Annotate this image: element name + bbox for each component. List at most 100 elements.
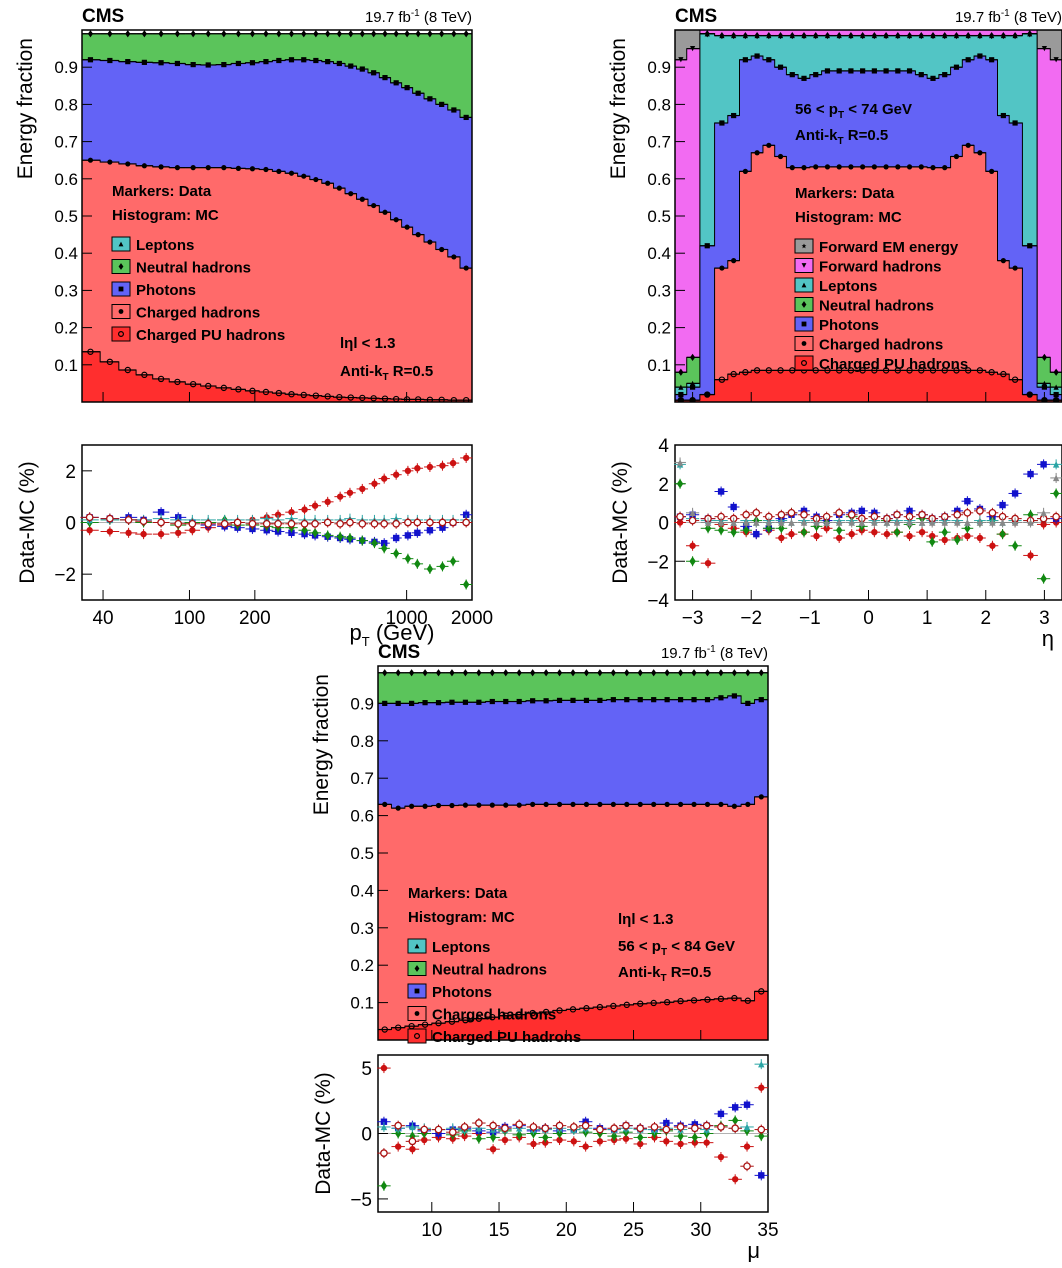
point-charged-hadrons: [427, 239, 433, 245]
point-photons-dot: [758, 697, 764, 703]
ratio-point-neutral-hadrons: [954, 535, 961, 545]
point-charged-pu-hadrons: [421, 1021, 429, 1028]
point-charged-hadrons-dot: [824, 164, 831, 170]
legend-item: Neutral hadrons: [111, 259, 251, 277]
ratio-point-forward-em-energy: [813, 519, 820, 526]
legend-item: Charged PU hadrons: [794, 355, 968, 373]
point-forward-hadrons: [1041, 46, 1048, 52]
legend-marker-dot: [118, 263, 124, 270]
ratio-point-photons: [380, 539, 388, 547]
ratio-point-charged-hadrons: [189, 527, 196, 534]
point-charged-hadrons: [382, 801, 388, 807]
ratio-point-charged-hadrons: [421, 1136, 428, 1144]
point-neutral-hadrons: [570, 669, 576, 677]
point-charged-hadrons-dot: [427, 239, 433, 245]
point-charged-hadrons-dot: [371, 202, 377, 209]
point-photons: [691, 697, 697, 703]
point-photons: [190, 61, 196, 68]
ratio-point-charged-pu-hadrons: [800, 510, 808, 519]
point-charged-hadrons: [325, 180, 331, 186]
ratio-point-charged-pu-hadrons: [757, 1125, 766, 1134]
ratio-point-charged-pu-hadrons: [489, 1121, 497, 1130]
ratio-point-charged-hadrons: [404, 467, 412, 475]
point-charged-hadrons: [1012, 265, 1018, 271]
point-photons-dot: [848, 68, 854, 74]
point-leptons-dot: [1053, 384, 1059, 390]
ratio-point-neutral-hadrons: [835, 525, 843, 535]
point-charged-pu-hadrons-dot: [421, 1021, 429, 1028]
point-neutral-hadrons: [860, 31, 866, 40]
point-charged-hadrons: [462, 802, 469, 808]
point-photons: [205, 62, 211, 68]
point-neutral-hadrons-dot: [301, 30, 307, 38]
point-photons-dot: [860, 68, 866, 74]
point-neutral-hadrons-dot: [704, 669, 711, 677]
point-charged-pu-hadrons: [87, 348, 94, 355]
ratio-point-neutral-hadrons: [610, 1131, 618, 1141]
point-photons: [624, 697, 630, 703]
point-charged-pu-hadrons-dot: [370, 395, 377, 402]
point-charged-hadrons: [1027, 391, 1033, 398]
point-charged-pu-hadrons-dot: [859, 367, 866, 374]
point-charged-pu-hadrons: [753, 367, 761, 374]
point-charged-pu-hadrons-dot: [704, 996, 711, 1003]
ratio-point-charged-pu-hadrons: [174, 519, 183, 528]
point-neutral-hadrons-dot: [597, 669, 603, 677]
point-photons-dot: [883, 68, 889, 74]
point-neutral-hadrons-dot: [977, 31, 983, 40]
chart-eta: 0.1 0.2 0.3 0.4 0.5 0.6 0.7 0.8 0.9 Energy fracti…: [607, 6, 1062, 651]
ratio-point-charged-hadrons: [731, 1176, 739, 1183]
ratio-point-charged-hadrons: [461, 1132, 468, 1140]
point-charged-pu-hadrons-dot: [730, 370, 737, 378]
point-neutral-hadrons: [651, 669, 657, 677]
point-neutral-hadrons-dot: [1000, 31, 1006, 40]
ratio-y-axis-label: Data-MC (%): [609, 461, 632, 584]
legend-hist-label: Histogram: MC: [408, 909, 515, 926]
ytick-label: 0.6: [350, 807, 374, 826]
point-charged-pu-hadrons: [529, 1009, 536, 1017]
ratio-point-neutral-hadrons: [964, 523, 971, 534]
point-charged-pu-hadrons: [312, 392, 320, 399]
legend-label: Charged hadrons: [432, 1007, 556, 1024]
point-charged-hadrons: [848, 164, 854, 170]
ratio-point-charged-pu-hadrons: [392, 519, 401, 528]
legend-hist-label: Histogram: MC: [795, 209, 902, 226]
ratio-point-charged-pu-hadrons: [274, 519, 282, 528]
ratio-point-charged-hadrons: [414, 465, 421, 472]
ratio-point-leptons: [392, 515, 400, 522]
point-charged-pu-hadrons-dot: [141, 371, 148, 379]
point-charged-pu-hadrons-dot: [623, 1001, 630, 1009]
point-photons-dot: [1027, 243, 1033, 249]
point-neutral-hadrons: [125, 30, 131, 38]
point-photons: [221, 61, 227, 68]
point-photons-dot: [719, 120, 725, 126]
point-photons: [249, 60, 256, 66]
ratio-point-charged-pu-hadrons: [336, 519, 344, 528]
point-charged-pu-hadrons-dot: [569, 1006, 577, 1013]
point-neutral-hadrons: [435, 669, 442, 677]
ratio-point-neutral-hadrons: [758, 1131, 765, 1141]
legend-marker: [801, 263, 807, 268]
ratio-point-neutral-hadrons: [800, 527, 808, 537]
point-photons: [336, 60, 342, 67]
ratio-point-neutral-hadrons: [1011, 541, 1019, 551]
ytick-label: 0.5: [647, 207, 671, 226]
point-charged-pu-hadrons-dot: [929, 367, 937, 374]
ratio-point-neutral-hadrons: [893, 527, 901, 537]
point-photons: [325, 59, 331, 65]
point-neutral-hadrons: [404, 30, 410, 38]
xtick-label: 30: [690, 1220, 711, 1241]
point-neutral-hadrons-dot: [409, 669, 415, 677]
point-photons-dot: [718, 695, 724, 701]
ratio-point-charged-pu-hadrons: [139, 517, 148, 526]
legend-marker-dot: [118, 309, 124, 314]
point-photons: [393, 80, 399, 86]
point-photons-dot: [395, 700, 401, 706]
point-forward-hadrons-dot: [678, 57, 684, 63]
point-charged-hadrons: [731, 803, 737, 809]
point-charged-pu-hadrons-dot: [189, 380, 197, 388]
ratio-point-charged-hadrons: [871, 528, 878, 536]
point-charged-hadrons-dot: [754, 150, 760, 156]
point-charged-pu-hadrons: [894, 367, 902, 374]
legend-label: Charged hadrons: [136, 305, 260, 322]
